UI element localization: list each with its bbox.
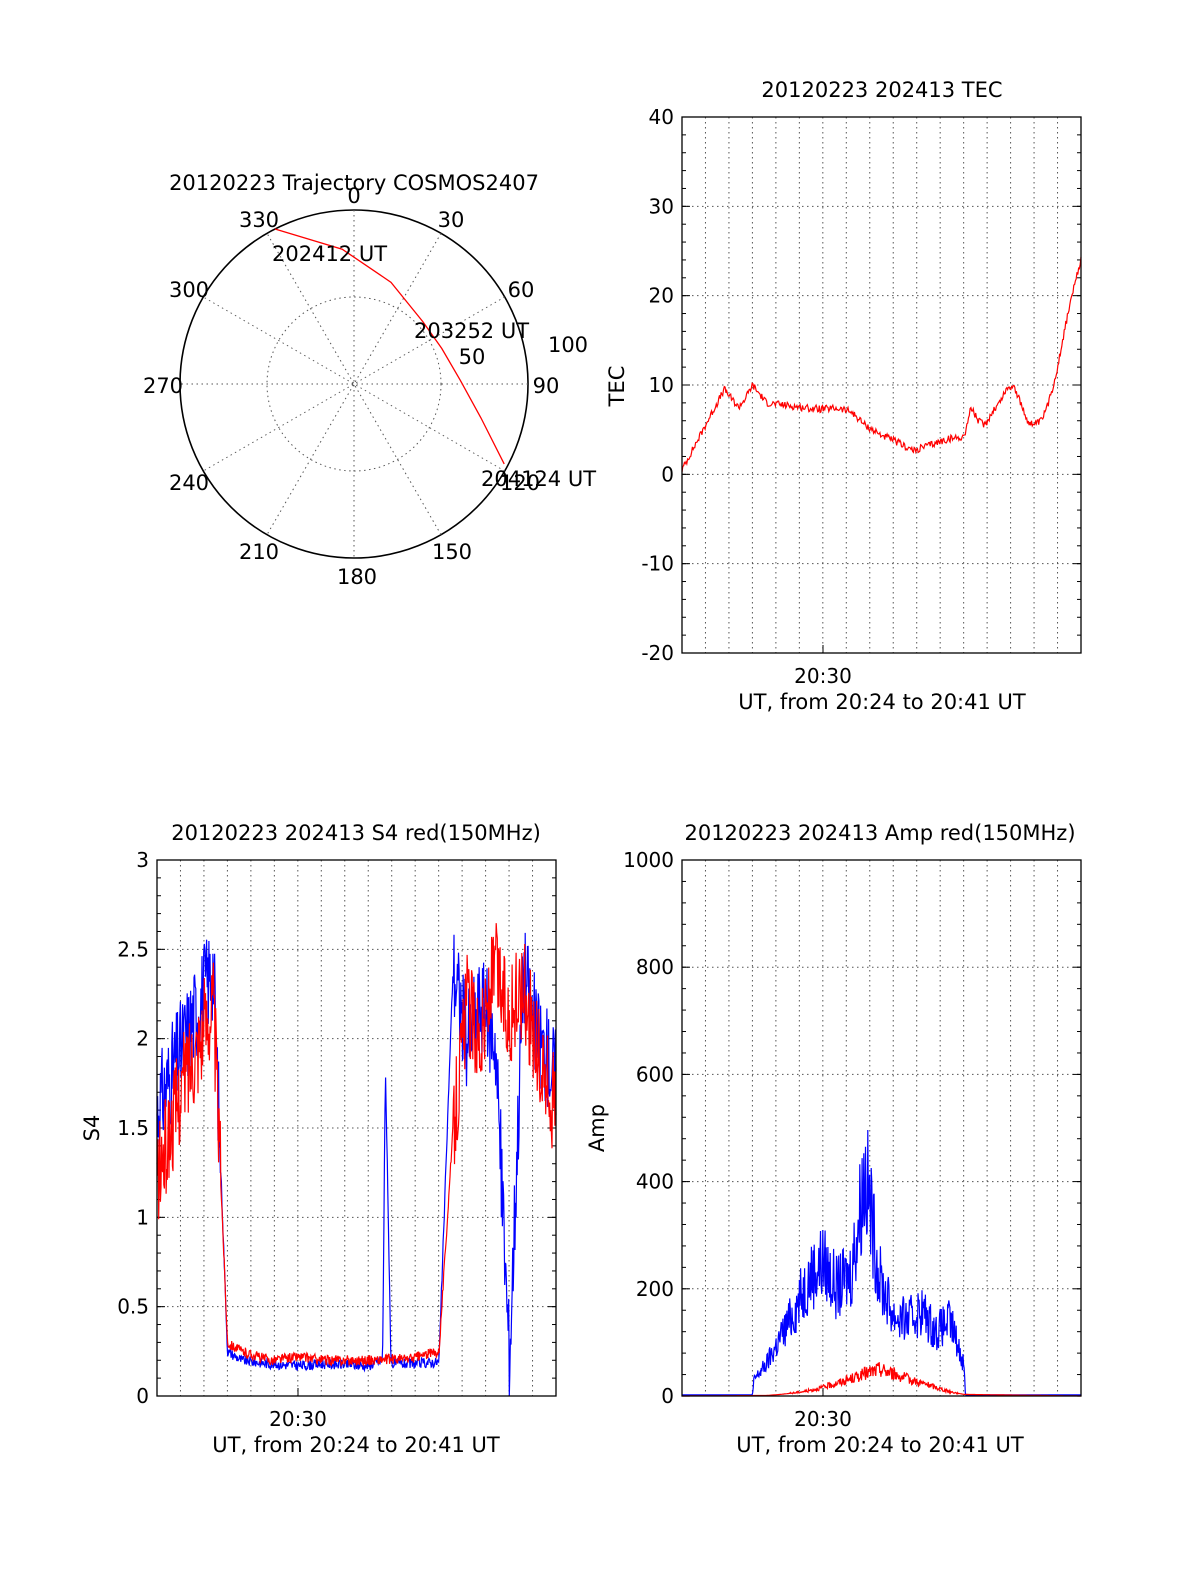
trajectory-end-label: 204124 UT — [481, 467, 596, 491]
trajectory-line — [274, 228, 505, 465]
s4-ytick-label: 0.5 — [117, 1295, 149, 1319]
tec-title: 20120223 202413 TEC — [761, 78, 1002, 102]
polar-spoke — [266, 233, 442, 535]
amp-ylabel: Amp — [585, 1104, 609, 1152]
amp-plot-frame — [681, 859, 1082, 1397]
amp-xlabel: UT, from 20:24 to 20:41 UT — [736, 1433, 1024, 1457]
s4-xtick-label: 20:30 — [269, 1407, 327, 1431]
amp-series-line — [682, 1362, 1081, 1397]
s4-ytick-label: 0 — [136, 1384, 149, 1408]
polar-angle-label: 60 — [508, 278, 535, 302]
s4-ytick-label: 2 — [136, 1027, 149, 1051]
amp-ytick-label: 400 — [636, 1170, 674, 1194]
amp-ytick-label: 200 — [636, 1277, 674, 1301]
tec-ylabel: TEC — [605, 366, 629, 408]
polar-angle-label: 30 — [438, 208, 465, 232]
tec-ytick-label: 0 — [661, 462, 674, 486]
amp-ytick-label: 1000 — [623, 848, 674, 872]
polar-trajectory — [274, 228, 505, 465]
trajectory-start-label: 202412 UT — [272, 242, 387, 266]
tec-ytick-label: -10 — [641, 552, 674, 576]
s4-ytick-label: 2.5 — [117, 937, 149, 961]
s4-ytick-label: 1 — [136, 1205, 149, 1229]
polar-title: 20120223 Trajectory COSMOS2407 — [169, 171, 539, 195]
tec-xtick-label: 20:30 — [794, 664, 852, 688]
s4-xlabel: UT, from 20:24 to 20:41 UT — [212, 1433, 500, 1457]
polar-angle-label: 90 — [533, 374, 560, 398]
polar-radial-label: 50 — [459, 345, 486, 369]
polar-angle-label: 300 — [169, 278, 209, 302]
amp-ytick-label: 600 — [636, 1062, 674, 1086]
amp-ytick-label: 0 — [661, 1384, 674, 1408]
trajectory-mid-label: 203252 UT — [414, 319, 529, 343]
tec-ytick-label: -20 — [641, 641, 674, 665]
s4-chart: 20120223 202413 S4 red(150MHz) UT, from … — [80, 821, 557, 1457]
s4-series-line — [156, 932, 557, 1397]
tec-ytick-label: 40 — [649, 105, 674, 129]
s4-plot-frame — [156, 859, 557, 1397]
amp-xtick-label: 20:30 — [794, 1407, 852, 1431]
s4-series-line — [156, 923, 557, 1368]
polar-angle-label: 210 — [239, 540, 279, 564]
polar-angle-label: 0 — [347, 184, 360, 208]
tec-ytick-label: 30 — [649, 194, 674, 218]
polar-trajectory-panel: 20120223 Trajectory COSMOS2407 0 30 60 90 12… — [143, 171, 596, 589]
polar-grid — [179, 209, 529, 559]
tec-ytick-label: 20 — [649, 284, 674, 308]
amp-chart: 20120223 202413 Amp red(150MHz) UT, from… — [585, 821, 1082, 1457]
tec-series-line — [681, 256, 1082, 473]
polar-spoke — [266, 233, 442, 535]
s4-title: 20120223 202413 S4 red(150MHz) — [171, 821, 541, 845]
s4-ylabel: S4 — [80, 1115, 104, 1142]
amp-series-line — [682, 1129, 1081, 1396]
tec-chart: 20120223 202413 TEC UT, from 20:24 to 20… — [605, 78, 1082, 714]
polar-angle-label: 180 — [337, 565, 377, 589]
tec-plot-frame — [681, 116, 1082, 654]
s4-ytick-label: 1.5 — [117, 1116, 149, 1140]
polar-angle-label: 270 — [143, 374, 183, 398]
amp-ytick-label: 800 — [636, 955, 674, 979]
tec-ytick-label: 10 — [649, 373, 674, 397]
polar-angle-label: 120 — [500, 471, 540, 495]
tec-xlabel: UT, from 20:24 to 20:41 UT — [738, 690, 1026, 714]
polar-angle-labels: 0 30 60 90 120 150 180 210 240 270 300 330 50 100 — [143, 184, 588, 589]
s4-ytick-label: 3 — [136, 848, 149, 872]
polar-radial-label: 100 — [548, 333, 588, 357]
polar-angle-label: 330 — [239, 208, 279, 232]
polar-angle-label: 240 — [169, 471, 209, 495]
amp-title: 20120223 202413 Amp red(150MHz) — [684, 821, 1075, 845]
polar-angle-label: 150 — [432, 540, 472, 564]
